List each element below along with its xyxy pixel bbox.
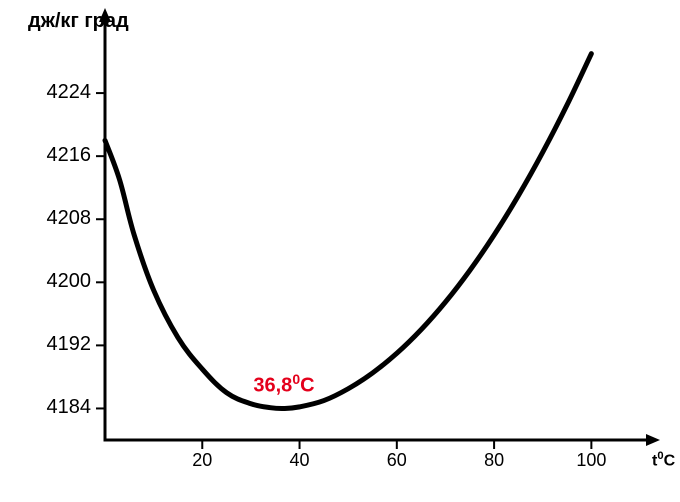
y-axis-title: дж/кг град [28,10,129,33]
x-tick-label: 40 [290,450,310,471]
x-tick-label: 100 [576,450,606,471]
y-tick-label: 4192 [31,333,91,356]
chart-svg [0,0,680,502]
min-annotation: 36,80C [253,371,314,398]
x-tick-label: 20 [192,450,212,471]
curve [105,54,591,409]
y-tick-label: 4224 [31,81,91,104]
y-tick-label: 4208 [31,207,91,230]
y-tick-label: 4200 [31,270,91,293]
x-tick-label: 60 [387,450,407,471]
y-tick-label: 4216 [31,144,91,167]
heat-capacity-chart: дж/кг град t0C 4184 4192 4200 4208 4216 4224 2… [0,0,680,502]
x-tick-label: 80 [484,450,504,471]
x-axis-arrow [646,434,660,446]
y-tick-label: 4184 [31,396,91,419]
x-axis-title: t0C [652,450,675,470]
